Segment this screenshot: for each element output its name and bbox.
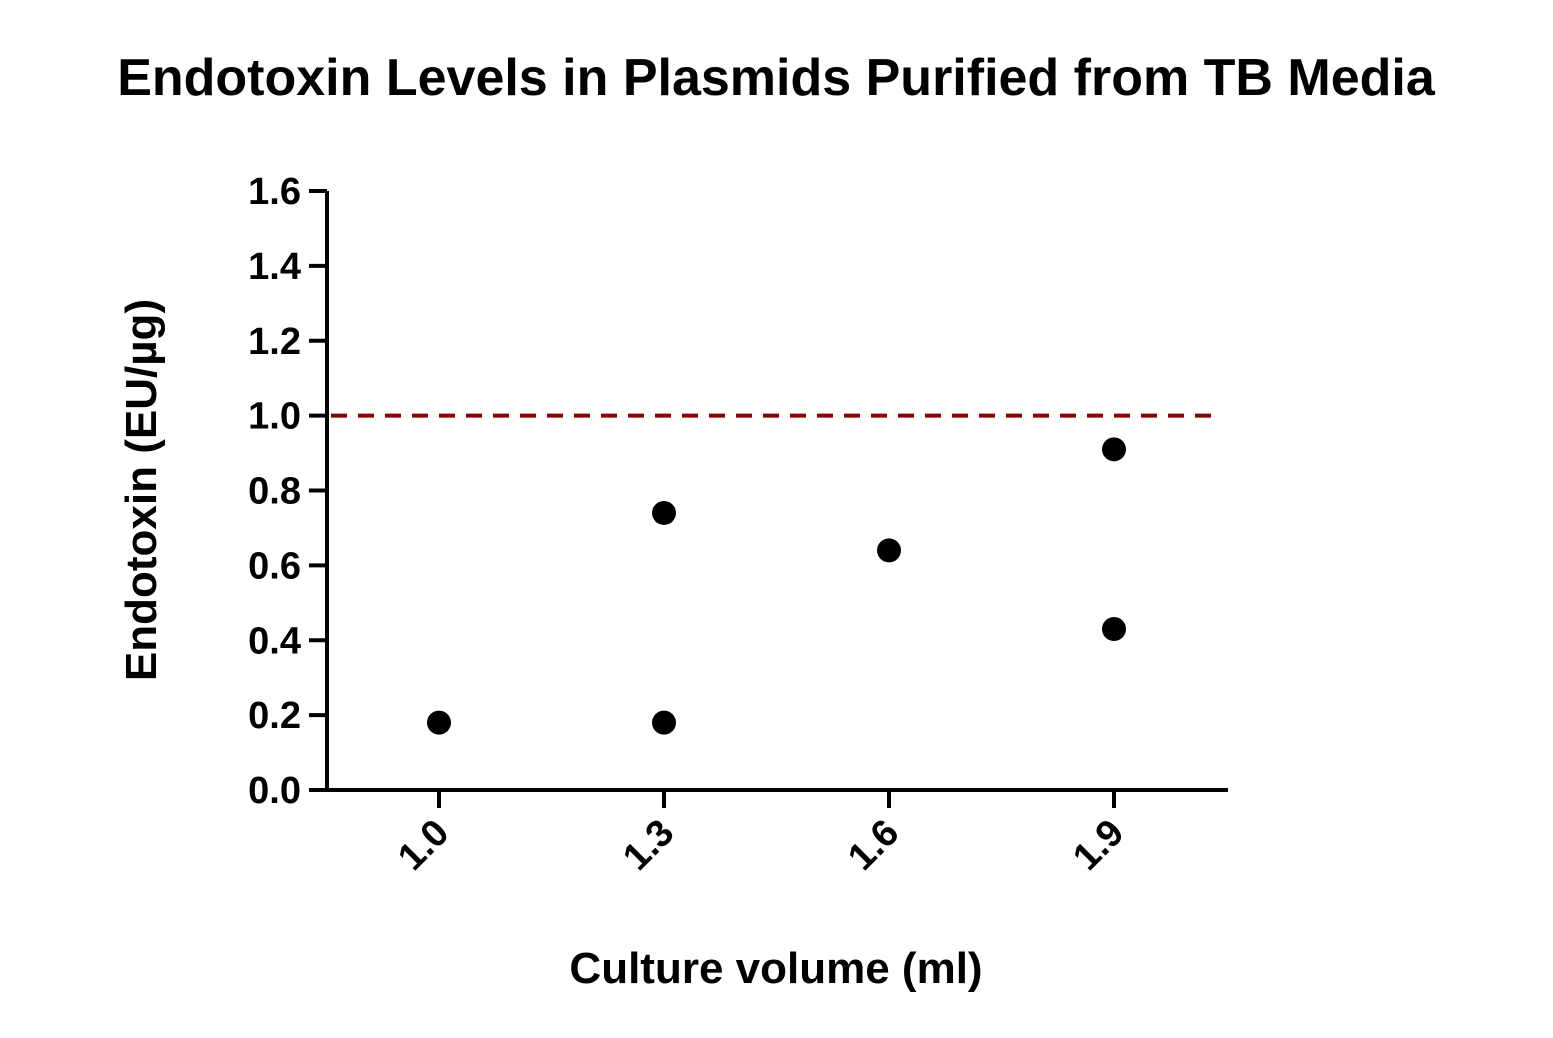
y-tick-label: 1.4 bbox=[248, 246, 301, 288]
x-axis: 1.0 1.3 1.6 1.9 bbox=[325, 788, 1228, 879]
data-points bbox=[427, 437, 1126, 735]
x-tick-label: 1.6 bbox=[840, 812, 907, 879]
y-axis: 0.0 0.2 0.4 0.6 0.8 1.0 1.2 1.4 1.6 bbox=[248, 171, 329, 812]
data-point bbox=[427, 710, 451, 735]
x-tick-label: 1.3 bbox=[615, 812, 682, 879]
data-point bbox=[652, 500, 676, 525]
chart-title: Endotoxin Levels in Plasmids Purified fr… bbox=[117, 49, 1436, 107]
data-point bbox=[652, 710, 676, 735]
y-tick-label: 1.6 bbox=[248, 171, 301, 213]
x-axis-label: Culture volume (ml) bbox=[569, 944, 982, 993]
y-tick-label: 0.4 bbox=[248, 620, 301, 662]
y-tick-label: 0.0 bbox=[248, 770, 301, 812]
y-tick-label: 0.2 bbox=[248, 695, 301, 737]
y-tick-label: 1.2 bbox=[248, 321, 301, 363]
y-tick-label: 0.8 bbox=[248, 471, 301, 513]
data-point bbox=[1102, 617, 1126, 642]
y-tick-label: 0.6 bbox=[248, 545, 301, 587]
x-tick-label: 1.0 bbox=[390, 812, 457, 879]
data-point bbox=[877, 538, 901, 563]
data-point bbox=[1102, 437, 1126, 462]
x-tick-label: 1.9 bbox=[1065, 812, 1132, 879]
y-tick-label: 1.0 bbox=[248, 396, 301, 438]
y-axis-label: Endotoxin (EU/µg) bbox=[117, 299, 166, 681]
